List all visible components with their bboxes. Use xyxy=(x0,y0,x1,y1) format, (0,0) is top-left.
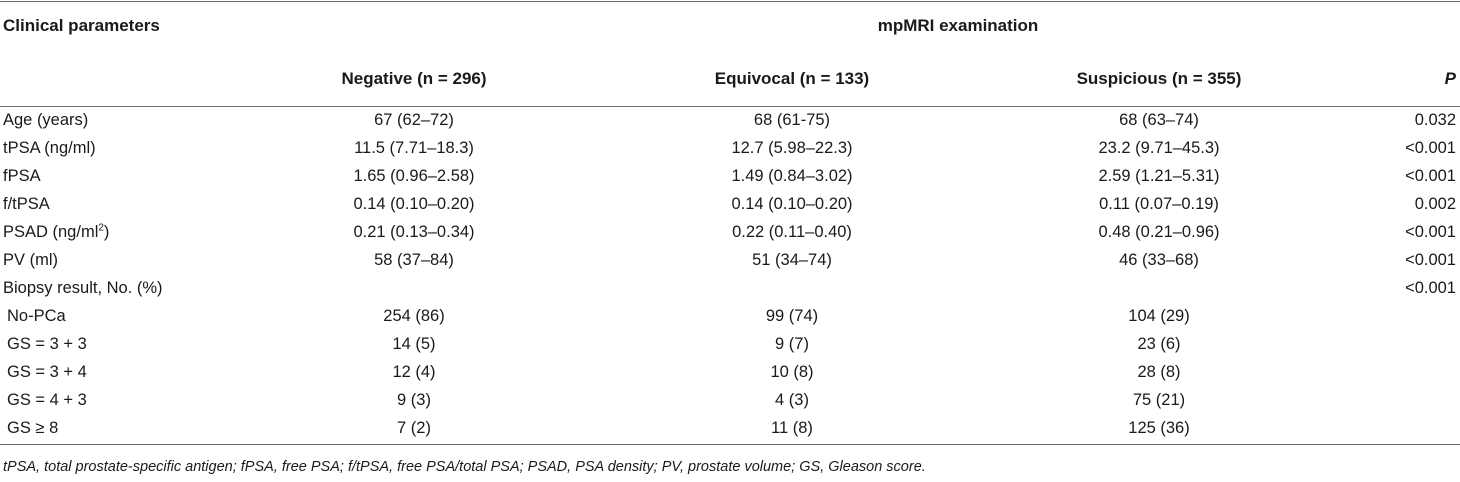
table-row: GS = 4 + 3 9 (3) 4 (3) 75 (21) xyxy=(0,388,1460,412)
table-footnote: tPSA, total prostate-specific antigen; f… xyxy=(3,459,926,475)
bottom-rule xyxy=(0,444,1460,445)
table-row: PV (ml) 58 (37–84) 51 (34–74) 46 (33–68) <0.… xyxy=(0,248,1460,272)
cell-equivocal: 51 (34–74) xyxy=(752,251,832,269)
cell-suspicious: 46 (33–68) xyxy=(1119,251,1199,269)
cell-p: <0.001 xyxy=(1405,251,1456,269)
cell-negative: 11.5 (7.71–18.3) xyxy=(354,139,474,157)
row-label-text: Biopsy result, No. (%) xyxy=(3,279,163,297)
cell-equivocal: 10 (8) xyxy=(770,363,814,381)
row-label: PSAD (ng/ml2) xyxy=(3,220,109,244)
cell-equivocal: 12.7 (5.98–22.3) xyxy=(731,139,853,157)
row-label: Age (years) xyxy=(3,108,88,132)
cell-equivocal: 99 (74) xyxy=(765,307,819,325)
row-label: tPSA (ng/ml) xyxy=(3,136,96,160)
row-label: PV (ml) xyxy=(3,248,58,272)
row-label: GS = 3 + 4 xyxy=(7,360,87,384)
cell-suspicious: 125 (36) xyxy=(1128,419,1190,437)
table-row: GS = 3 + 4 12 (4) 10 (8) 28 (8) xyxy=(0,360,1460,384)
cell-equivocal: 9 (7) xyxy=(775,335,809,353)
header-clinical-parameters: Clinical parameters xyxy=(3,16,160,35)
row-label-text: No-PCa xyxy=(7,307,66,325)
cell-suspicious: 75 (21) xyxy=(1132,391,1186,409)
cell-equivocal: 11 (8) xyxy=(771,419,813,437)
table-row: fPSA 1.65 (0.96–2.58) 1.49 (0.84–3.02) 2.59… xyxy=(0,164,1460,188)
row-label-text: f/tPSA xyxy=(3,195,50,213)
cell-negative: 0.14 (0.10–0.20) xyxy=(353,195,475,213)
cell-equivocal: 0.14 (0.10–0.20) xyxy=(731,195,853,213)
cell-negative: 7 (2) xyxy=(397,419,431,437)
row-label: Biopsy result, No. (%) xyxy=(3,276,163,300)
row-label-suffix: ) xyxy=(103,223,110,241)
cell-p: <0.001 xyxy=(1405,167,1456,185)
header-mpmri-examination: mpMRI examination xyxy=(877,16,1039,35)
top-rule xyxy=(0,1,1460,2)
cell-suspicious: 2.59 (1.21–5.31) xyxy=(1098,167,1220,185)
cell-suspicious: 28 (8) xyxy=(1137,363,1181,381)
row-label-text: PSAD (ng/ml xyxy=(3,223,99,241)
cell-equivocal: 0.22 (0.11–0.40) xyxy=(732,223,852,241)
table-row: No-PCa 254 (86) 99 (74) 104 (29) xyxy=(0,304,1460,328)
cell-suspicious: 0.11 (0.07–0.19) xyxy=(1099,195,1219,213)
cell-negative: 12 (4) xyxy=(392,363,436,381)
cell-suspicious: 68 (63–74) xyxy=(1119,111,1199,129)
cell-p: 0.002 xyxy=(1414,195,1456,213)
row-label-text: Age (years) xyxy=(3,111,89,129)
cell-negative: 1.65 (0.96–2.58) xyxy=(353,167,475,185)
cell-suspicious: 0.48 (0.21–0.96) xyxy=(1098,223,1220,241)
header-negative: Negative (n = 296) xyxy=(341,69,487,88)
table-row: Biopsy result, No. (%) <0.001 xyxy=(0,276,1460,300)
table-row: f/tPSA 0.14 (0.10–0.20) 0.14 (0.10–0.20) 0.… xyxy=(0,192,1460,216)
cell-equivocal: 1.49 (0.84–3.02) xyxy=(731,167,853,185)
row-label-text: GS ≥ 8 xyxy=(7,419,59,437)
table-row: tPSA (ng/ml) 11.5 (7.71–18.3) 12.7 (5.98–2… xyxy=(0,136,1460,160)
row-label: fPSA xyxy=(3,164,41,188)
table-row: Age (years) 67 (62–72) 68 (61-75) 68 (63–74… xyxy=(0,108,1460,132)
cell-equivocal: 68 (61-75) xyxy=(753,111,831,129)
cell-negative: 67 (62–72) xyxy=(374,111,454,129)
cell-negative: 0.21 (0.13–0.34) xyxy=(353,223,475,241)
cell-p: <0.001 xyxy=(1405,139,1456,157)
row-label: f/tPSA xyxy=(3,192,50,216)
row-label: No-PCa xyxy=(7,304,66,328)
row-label: GS = 3 + 3 xyxy=(7,332,87,356)
row-label: GS ≥ 8 xyxy=(7,416,58,440)
cell-suspicious: 104 (29) xyxy=(1128,307,1190,325)
table-row: GS ≥ 8 7 (2) 11 (8) 125 (36) xyxy=(0,416,1460,440)
row-label-text: tPSA (ng/ml) xyxy=(3,139,96,157)
row-label-text: GS = 4 + 3 xyxy=(7,391,87,409)
cell-p: 0.032 xyxy=(1414,111,1456,129)
header-equivocal: Equivocal (n = 133) xyxy=(714,69,870,88)
row-label-text: GS = 3 + 3 xyxy=(7,335,87,353)
table-row: GS = 3 + 3 14 (5) 9 (7) 23 (6) xyxy=(0,332,1460,356)
cell-negative: 254 (86) xyxy=(383,307,445,325)
cell-equivocal: 4 (3) xyxy=(775,391,809,409)
table-row: PSAD (ng/ml2) 0.21 (0.13–0.34) 0.22 (0.11–… xyxy=(0,220,1460,244)
cell-p: <0.001 xyxy=(1405,279,1456,297)
cell-suspicious: 23 (6) xyxy=(1137,335,1181,353)
row-label: GS = 4 + 3 xyxy=(7,388,87,412)
cell-p: <0.001 xyxy=(1405,223,1456,241)
row-label-text: GS = 3 + 4 xyxy=(7,363,87,381)
cell-negative: 9 (3) xyxy=(397,391,431,409)
row-label-text: fPSA xyxy=(3,167,41,185)
row-label-text: PV (ml) xyxy=(3,251,58,269)
cell-negative: 14 (5) xyxy=(392,335,436,353)
header-p: P xyxy=(1444,69,1456,88)
header-suspicious: Suspicious (n = 355) xyxy=(1076,69,1242,88)
header-rule xyxy=(0,106,1460,107)
cell-suspicious: 23.2 (9.71–45.3) xyxy=(1098,139,1220,157)
row-label-superscript: 2 xyxy=(98,222,104,234)
cell-negative: 58 (37–84) xyxy=(374,251,454,269)
